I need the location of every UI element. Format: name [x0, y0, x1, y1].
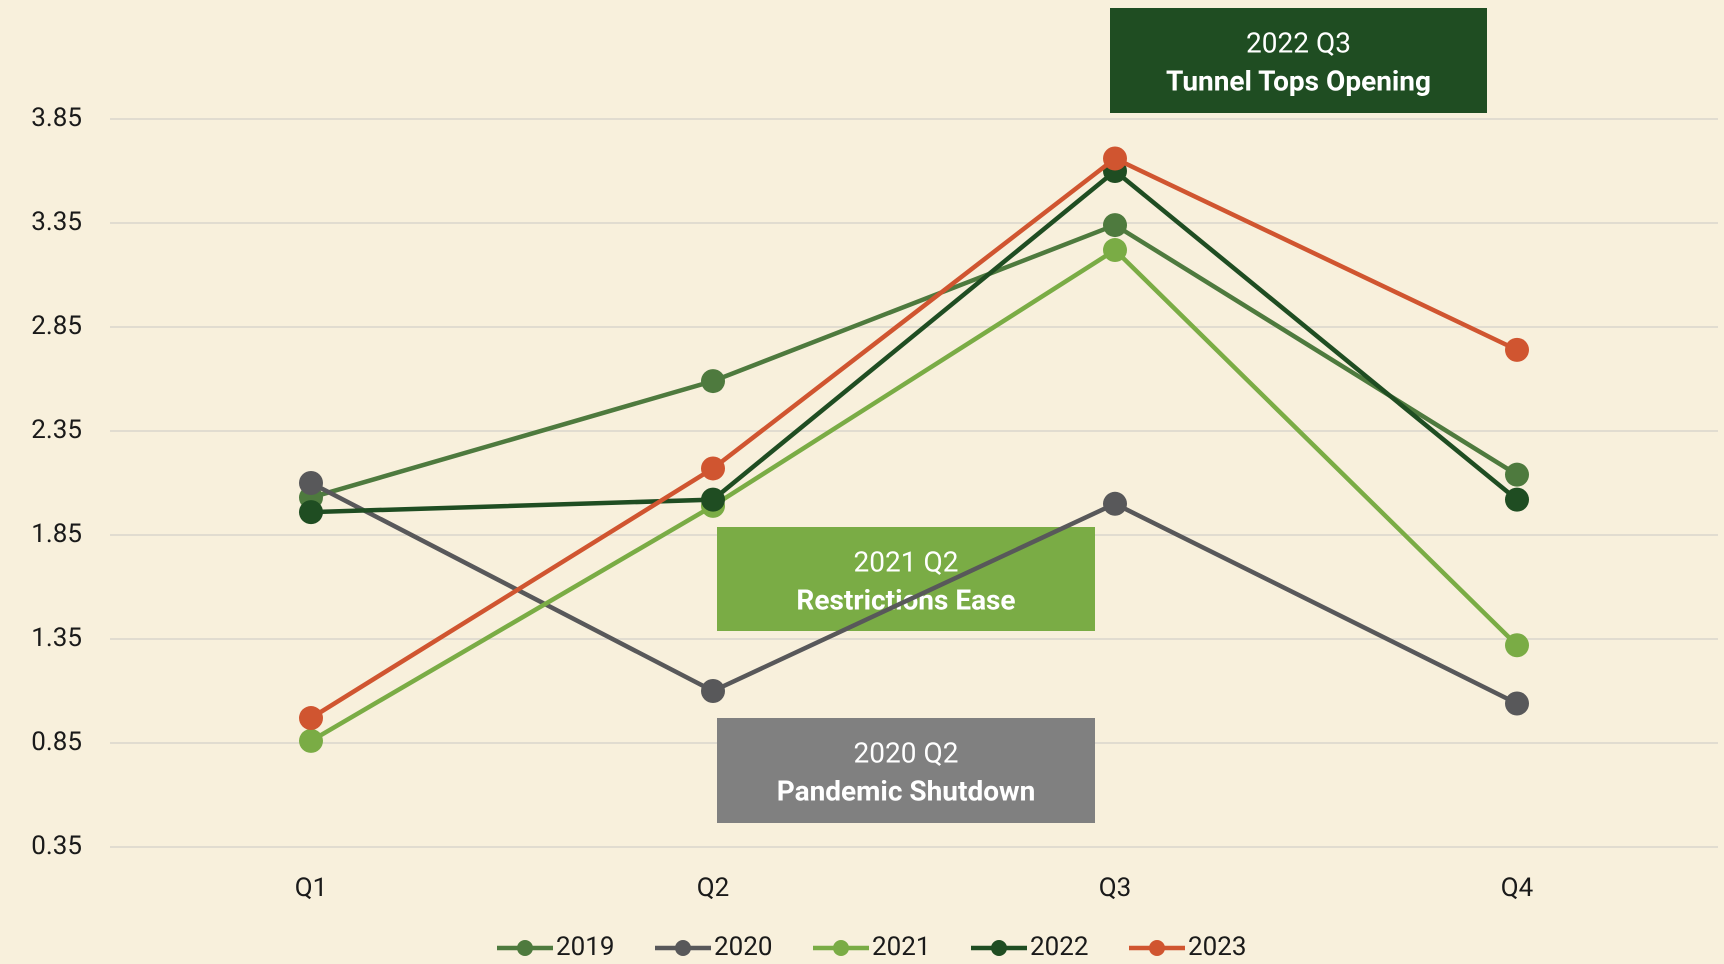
data-point	[1505, 487, 1529, 512]
legend-marker	[675, 940, 691, 956]
data-point	[701, 369, 725, 394]
y-tick-label: 0.85	[31, 727, 82, 757]
data-point	[1505, 462, 1529, 487]
series-line	[310, 222, 1519, 500]
data-point	[1103, 213, 1127, 238]
y-tick-label: 2.35	[31, 415, 82, 445]
annotation-text: 2022 Q3	[1246, 26, 1351, 59]
annotation-text: 2021 Q2	[854, 545, 959, 578]
annotation-box	[717, 718, 1095, 823]
legend-marker	[517, 940, 533, 956]
data-point	[701, 456, 725, 481]
y-tick-label: 2.85	[31, 311, 82, 341]
legend-marker	[833, 940, 849, 956]
data-point	[1505, 633, 1529, 658]
annotation-box	[1110, 8, 1487, 113]
data-point	[1505, 691, 1529, 716]
legend-marker	[991, 940, 1007, 956]
annotation-text: 2020 Q2	[854, 736, 959, 769]
data-point	[1103, 146, 1127, 171]
data-point	[299, 471, 323, 495]
data-point	[701, 679, 725, 703]
data-point	[1505, 337, 1529, 362]
series-line	[309, 481, 1519, 706]
y-tick-label: 3.85	[31, 103, 82, 133]
legend-label: 2019	[556, 932, 614, 962]
x-tick-label: Q4	[1501, 873, 1534, 903]
y-tick-label: 3.35	[31, 207, 82, 237]
x-tick-label: Q3	[1099, 873, 1132, 903]
legend-marker	[1149, 940, 1165, 956]
data-point	[1103, 491, 1127, 516]
legend-label: 2023	[1188, 932, 1246, 962]
legend-label: 2021	[872, 932, 930, 962]
data-point	[299, 728, 323, 753]
y-tick-label: 0.35	[31, 831, 82, 861]
y-tick-label: 1.35	[31, 623, 82, 653]
series-line	[309, 155, 1518, 720]
y-tick-label: 1.85	[31, 519, 82, 549]
annotation-text: Tunnel Tops Opening	[1166, 64, 1431, 97]
series-line	[309, 247, 1519, 743]
data-point	[299, 500, 323, 525]
x-tick-label: Q1	[295, 873, 328, 903]
annotation-text: Pandemic Shutdown	[777, 774, 1036, 807]
legend-label: 2022	[1030, 932, 1088, 962]
data-point	[1103, 238, 1127, 263]
data-point	[701, 487, 725, 512]
legend-label: 2020	[714, 932, 772, 962]
data-point	[299, 706, 323, 731]
series-line	[310, 168, 1519, 515]
x-tick-label: Q2	[697, 873, 730, 903]
